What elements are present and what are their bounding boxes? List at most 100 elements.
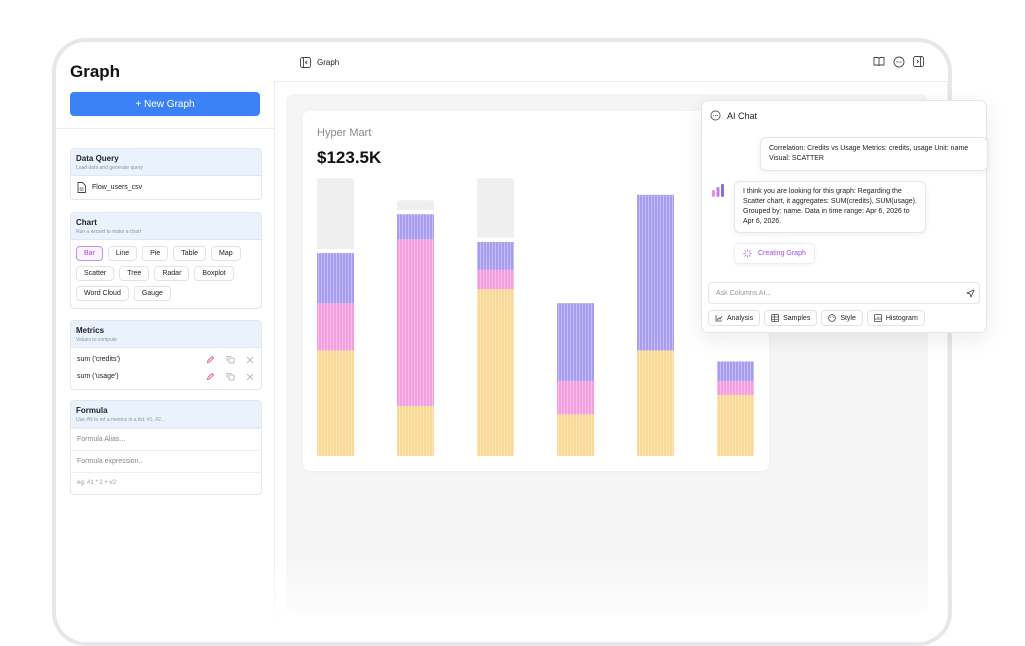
- chart-type-card: Chart Run a wizard to make a chart Bar L…: [70, 212, 262, 309]
- ask-input[interactable]: Ask Columns AI...: [708, 282, 980, 304]
- ai-chat-panel: AI Chat Correlation: Credits vs Usage Me…: [701, 100, 988, 333]
- analysis-button[interactable]: Analysis: [708, 310, 761, 326]
- chart-type-subtitle: Run a wizard to make a chart: [76, 229, 142, 235]
- formula-title: Formula: [76, 406, 108, 415]
- spinner-icon: [743, 249, 752, 258]
- chat-tools: Analysis Samples Style Histogram: [708, 310, 929, 326]
- copy-icon[interactable]: [225, 355, 235, 365]
- analysis-icon: [715, 315, 723, 322]
- bar-texture: [557, 303, 594, 381]
- style-button[interactable]: Style: [821, 310, 863, 326]
- formula-header[interactable]: Formula Use #N to ref a metrics in a lis…: [71, 401, 261, 428]
- bar-gap: [397, 210, 434, 215]
- chart-type-scatter[interactable]: Scatter: [76, 266, 115, 281]
- ai-assistant-icon: [712, 184, 724, 197]
- main-canvas: Hyper Mart $123.5K: [286, 94, 928, 614]
- bar-texture: [557, 414, 594, 456]
- palette-icon: [828, 314, 837, 322]
- chart-value: $123.5K: [317, 148, 382, 167]
- histogram-icon: [873, 314, 882, 322]
- bar-texture: [557, 380, 594, 415]
- metrics-card: Metrics Values to compute sum ('credits'…: [70, 320, 262, 390]
- data-query-title: Data Query: [76, 154, 119, 163]
- chart-type-map[interactable]: Map: [211, 246, 241, 261]
- chart-type-word-cloud[interactable]: Word Cloud: [76, 286, 129, 301]
- topbar-actions: [865, 56, 924, 68]
- formula-alias-input[interactable]: Formula Alias...: [71, 428, 261, 450]
- chart-type-title: Chart: [76, 218, 97, 227]
- formula-subtitle: Use #N to ref a metrics in a list: #1, #…: [76, 417, 165, 423]
- close-icon[interactable]: [245, 355, 255, 365]
- chart-type-pie[interactable]: Pie: [142, 246, 169, 261]
- bar-gap: [717, 357, 754, 362]
- chart-type-tree[interactable]: Tree: [119, 266, 150, 281]
- chart-type-gauge[interactable]: Gauge: [133, 286, 171, 301]
- assistant-message: I think you are looking for this graph: …: [734, 181, 926, 233]
- bar-texture: [717, 361, 754, 381]
- bar-texture: [717, 380, 754, 395]
- metric-item: sum ('credits'): [71, 351, 261, 368]
- metrics-subtitle: Values to compute: [76, 337, 118, 343]
- bar-texture: [717, 394, 754, 456]
- chart-type-table[interactable]: Table: [173, 246, 206, 261]
- bar-texture: [317, 253, 354, 304]
- bar-texture: [397, 239, 434, 406]
- bar-texture: [477, 289, 514, 456]
- creating-graph-label: Creating Graph: [758, 250, 806, 257]
- close-icon[interactable]: [245, 372, 255, 382]
- chart-type-boxplot[interactable]: Boxplot: [194, 266, 234, 281]
- chat-bubble-icon: [710, 110, 721, 121]
- data-file-name: Flow_users_csv: [92, 184, 143, 191]
- chart-subtitle: Hyper Mart: [317, 127, 372, 139]
- histogram-label: Histogram: [885, 314, 918, 322]
- chat-bubble-icon[interactable]: [893, 56, 905, 68]
- book-icon[interactable]: [873, 56, 885, 68]
- file-icon: [77, 182, 86, 193]
- bar-texture: [477, 269, 514, 290]
- copy-icon[interactable]: [225, 372, 235, 382]
- data-query-header[interactable]: Data Query Load data and generate query: [71, 149, 261, 176]
- chart-type-line[interactable]: Line: [107, 246, 138, 261]
- metric-item: sum ('usage'): [71, 368, 261, 385]
- topbar-title-group: Graph: [300, 57, 339, 68]
- sidebar-collapse-icon[interactable]: [300, 57, 311, 68]
- user-message: Correlation: Credits vs Usage Metrics: c…: [760, 137, 988, 171]
- metrics-title: Metrics: [76, 326, 105, 335]
- edit-icon[interactable]: [205, 355, 215, 365]
- data-file-row[interactable]: Flow_users_csv: [71, 176, 261, 199]
- ask-input-placeholder: Ask Columns AI...: [716, 289, 772, 297]
- new-graph-button[interactable]: + New Graph: [70, 92, 260, 116]
- ai-chat-title: AI Chat: [727, 110, 758, 121]
- formula-card: Formula Use #N to ref a metrics in a lis…: [70, 400, 262, 495]
- send-icon[interactable]: [961, 288, 979, 298]
- topbar-title: Graph: [317, 58, 340, 67]
- analysis-label: Analysis: [727, 314, 754, 322]
- chart-type-radar[interactable]: Radar: [154, 266, 190, 281]
- bar-texture: [477, 241, 514, 270]
- samples-button[interactable]: Samples: [764, 310, 818, 326]
- topbar: Graph: [274, 42, 948, 82]
- chart-card: Hyper Mart $123.5K: [303, 111, 769, 471]
- sidebar-title: Graph: [70, 62, 121, 81]
- bar-texture: [637, 350, 674, 456]
- table-icon: [771, 314, 779, 322]
- formula-expression-input[interactable]: Formula expression..: [71, 450, 261, 472]
- metric-label: sum ('credits'): [77, 356, 121, 363]
- histogram-button[interactable]: Histogram: [866, 310, 925, 326]
- edit-icon[interactable]: [205, 372, 215, 382]
- bar-texture: [637, 194, 674, 351]
- bar-texture: [397, 405, 434, 456]
- chart-type-header[interactable]: Chart Run a wizard to make a chart: [71, 213, 261, 240]
- metric-label: sum ('usage'): [77, 373, 119, 380]
- chart-type-bar[interactable]: Bar: [76, 246, 103, 261]
- bar-gap: [317, 249, 354, 254]
- divider: [56, 128, 274, 129]
- samples-label: Samples: [783, 314, 811, 322]
- bar-gap: [557, 299, 594, 304]
- formula-example: eg: #1 * 2 + #2: [71, 472, 261, 494]
- bar-texture: [317, 303, 354, 351]
- metrics-header[interactable]: Metrics Values to compute: [71, 321, 261, 348]
- data-query-card: Data Query Load data and generate query …: [70, 148, 262, 200]
- panel-right-icon[interactable]: [913, 56, 924, 68]
- stacked-bar-chart: [317, 178, 754, 456]
